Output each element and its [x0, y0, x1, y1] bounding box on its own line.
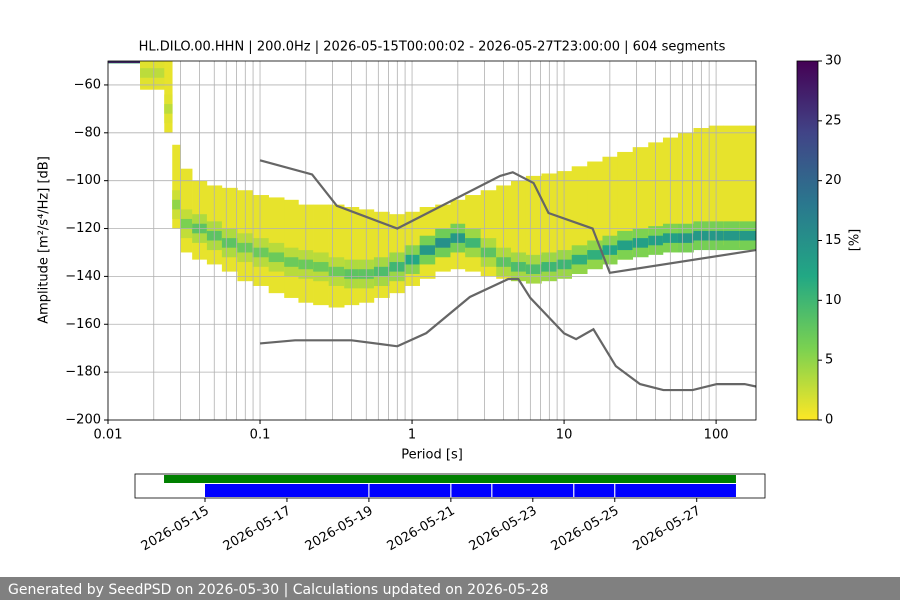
plot-frame — [107, 60, 757, 421]
psd-coverage-bar — [205, 484, 369, 497]
pdf-mode — [108, 61, 141, 63]
y-tick-label: −60 — [74, 77, 101, 92]
colorbar-tick-label: 25 — [825, 113, 842, 128]
x-tick-label: 100 — [704, 428, 729, 443]
y-axis-label: Amplitude [m²/s⁴/Hz] [dB] — [37, 156, 52, 324]
pdf-mode — [164, 104, 173, 114]
pdf-mode — [221, 238, 238, 248]
x-tick-label: 10 — [556, 428, 573, 443]
pdf-mode — [677, 233, 694, 243]
noise-model-line — [259, 159, 756, 275]
pdf-mode — [435, 238, 451, 248]
pdf-mode — [172, 199, 181, 210]
pdf-extent — [571, 166, 588, 270]
timeline-tick-label: 2026-05-15 — [139, 504, 212, 555]
psd-coverage-bar — [369, 484, 451, 497]
pdf-mode — [480, 247, 497, 258]
pdf-mode — [252, 247, 269, 258]
data-availability-bar — [164, 475, 736, 483]
pdf-extent — [677, 132, 694, 248]
pdf-extent — [328, 204, 345, 308]
pdf-mode — [180, 218, 193, 229]
y-tick-label: −200 — [65, 413, 101, 428]
psd-coverage-bar — [492, 484, 574, 497]
pdf-mode — [284, 257, 299, 267]
psd-coverage-bar — [574, 484, 615, 497]
timeline-tick-label: 2026-05-19 — [303, 504, 376, 555]
timeline-frame — [134, 473, 766, 499]
chart-title: HL.DILO.00.HHN | 200.0Hz | 2026-05-15T00… — [139, 40, 726, 55]
pdf-extent — [723, 125, 740, 246]
y-tick-label: −160 — [65, 317, 101, 332]
pdf-mode — [328, 266, 345, 277]
pdf-mode — [571, 254, 588, 265]
pdf-mode — [632, 238, 649, 248]
timeline-tick-label: 2026-05-21 — [385, 504, 458, 555]
psd-coverage-bar — [451, 484, 492, 497]
psd-coverage-bar — [615, 484, 736, 497]
pdf-mode — [723, 230, 740, 241]
colorbar-tick-label: 10 — [825, 293, 842, 308]
pdf-extent — [172, 144, 181, 229]
colorbar-tick-label: 0 — [825, 413, 833, 428]
x-tick-label: 1 — [408, 428, 416, 443]
footer-text: Generated by SeedPSD on 2026-05-30 | Cal… — [8, 582, 549, 598]
y-tick-label: −80 — [74, 125, 101, 140]
y-tick-label: −100 — [65, 173, 101, 188]
x-tick-label: 0.01 — [94, 428, 123, 443]
colorbar-tick-label: 5 — [825, 353, 833, 368]
x-tick-label: 0.1 — [250, 428, 271, 443]
pdf-mode — [419, 245, 436, 255]
footer-bar — [0, 577, 900, 600]
pdf-extent — [525, 175, 542, 275]
y-tick-label: −120 — [65, 221, 101, 236]
y-tick-label: −140 — [65, 269, 101, 284]
noise-model-line — [259, 277, 756, 392]
pdf-mode — [739, 230, 756, 241]
pdf-mode — [313, 262, 329, 272]
pdf-mode — [373, 266, 390, 277]
colorbar-tick-label: 20 — [825, 173, 842, 188]
colorbar — [796, 60, 819, 421]
pdf-mode — [587, 250, 603, 260]
pdf-mode — [140, 68, 165, 78]
pdf-mode — [525, 264, 542, 275]
timeline-tick-label: 2026-05-25 — [549, 504, 622, 555]
timeline-tick-label: 2026-05-17 — [221, 504, 294, 555]
colorbar-tick-label: 15 — [825, 233, 842, 248]
pdf-mode — [465, 238, 481, 248]
pdf-extent — [739, 125, 756, 248]
pdf-heatmap — [108, 61, 756, 308]
timeline-tick-label: 2026-05-23 — [467, 504, 540, 555]
pdf-mode — [617, 240, 634, 251]
timeline-tick-label: 2026-05-27 — [631, 504, 704, 555]
y-tick-label: −180 — [65, 365, 101, 380]
x-axis-label: Period [s] — [401, 448, 463, 463]
colorbar-tick-label: 30 — [825, 54, 842, 69]
pdf-mode — [268, 252, 285, 263]
colorbar-label: [%] — [848, 229, 863, 252]
